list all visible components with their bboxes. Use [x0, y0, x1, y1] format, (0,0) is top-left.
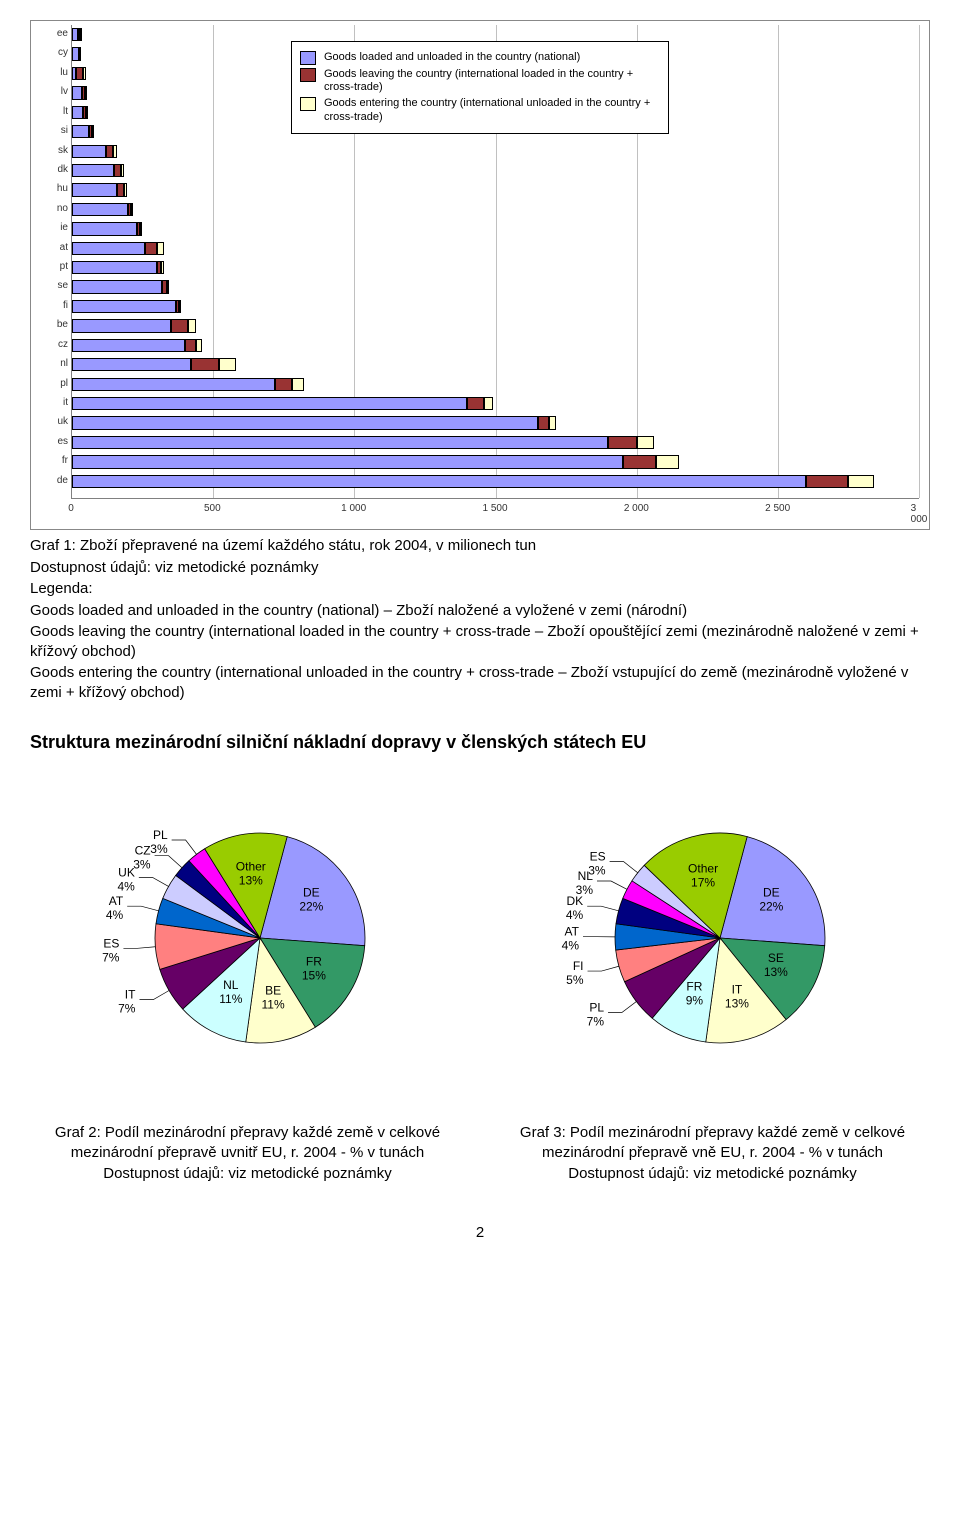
- svg-text:13%: 13%: [239, 874, 263, 888]
- svg-text:AT: AT: [565, 925, 580, 939]
- svg-text:BE: BE: [265, 984, 281, 998]
- graf1-legenda: Legenda:: [30, 579, 930, 599]
- svg-text:22%: 22%: [759, 900, 783, 914]
- caption-graf1: Graf 1: Zboží přepravené na území každéh…: [30, 536, 930, 702]
- svg-text:7%: 7%: [102, 950, 120, 964]
- svg-text:7%: 7%: [118, 1002, 136, 1016]
- svg-text:PL: PL: [153, 828, 168, 842]
- bar-chart: eecylulvltsiskdkhunoieatptsefibecznlplit…: [30, 20, 930, 530]
- svg-text:IT: IT: [732, 983, 743, 997]
- svg-text:4%: 4%: [562, 939, 580, 953]
- svg-text:3%: 3%: [133, 858, 151, 872]
- svg-text:9%: 9%: [686, 994, 704, 1008]
- svg-text:NL: NL: [223, 978, 239, 992]
- graf1-title: Graf 1: Zboží přepravené na území každéh…: [30, 536, 930, 556]
- svg-text:13%: 13%: [725, 997, 749, 1011]
- graf2-title: Graf 2: Podíl mezinárodní přepravy každé…: [30, 1123, 465, 1164]
- svg-text:DE: DE: [303, 886, 320, 900]
- graf1-l3: Goods entering the country (internationa…: [30, 663, 930, 702]
- svg-text:FR: FR: [686, 980, 702, 994]
- svg-text:11%: 11%: [219, 992, 242, 1006]
- legend-s2: Goods leaving the country (international…: [324, 68, 660, 94]
- svg-text:7%: 7%: [587, 1014, 605, 1028]
- svg-text:PL: PL: [589, 1000, 604, 1014]
- svg-text:ES: ES: [590, 850, 606, 864]
- legend-s3: Goods entering the country (internationa…: [324, 97, 660, 123]
- svg-text:3%: 3%: [588, 864, 606, 878]
- legend-s1: Goods loaded and unloaded in the country…: [324, 51, 580, 64]
- svg-text:FR: FR: [306, 955, 322, 969]
- svg-text:FI: FI: [573, 959, 584, 973]
- svg-text:4%: 4%: [106, 908, 124, 922]
- graf1-avail: Dostupnost údajů: viz metodické poznámky: [30, 558, 930, 578]
- svg-text:13%: 13%: [764, 965, 788, 979]
- bar-chart-legend: Goods loaded and unloaded in the country…: [291, 41, 669, 134]
- graf2-avail: Dostupnost údajů: viz metodické poznámky: [30, 1164, 465, 1184]
- svg-text:4%: 4%: [117, 880, 135, 894]
- pie-chart-1: DE22%FR15%BE11%NL11%IT7%ES7%AT4%UK4%CZ3%…: [30, 773, 470, 1093]
- svg-text:22%: 22%: [299, 900, 323, 914]
- svg-text:4%: 4%: [566, 908, 584, 922]
- svg-text:SE: SE: [768, 951, 784, 965]
- caption-graf2: Graf 2: Podíl mezinárodní přepravy každé…: [30, 1123, 465, 1184]
- svg-text:3%: 3%: [150, 842, 168, 856]
- page-number: 2: [30, 1224, 930, 1241]
- svg-text:Other: Other: [688, 861, 718, 875]
- svg-text:Other: Other: [236, 860, 266, 874]
- svg-text:3%: 3%: [576, 883, 594, 897]
- svg-text:5%: 5%: [566, 973, 584, 987]
- graf3-title: Graf 3: Podíl mezinárodní přepravy každé…: [495, 1123, 930, 1164]
- svg-text:11%: 11%: [262, 998, 285, 1012]
- section-heading: Struktura mezinárodní silniční nákladní …: [30, 732, 930, 753]
- pie-chart-2: DE22%SE13%IT13%FR9%PL7%FI5%AT4%DK4%NL3%E…: [490, 773, 930, 1093]
- svg-text:17%: 17%: [691, 875, 715, 889]
- graf1-l2: Goods leaving the country (international…: [30, 622, 930, 661]
- caption-graf3: Graf 3: Podíl mezinárodní přepravy každé…: [495, 1123, 930, 1184]
- svg-text:ES: ES: [103, 936, 119, 950]
- graf3-avail: Dostupnost údajů: viz metodické poznámky: [495, 1164, 930, 1184]
- svg-text:15%: 15%: [302, 969, 326, 983]
- svg-text:CZ: CZ: [135, 844, 151, 858]
- svg-text:IT: IT: [125, 988, 136, 1002]
- svg-text:AT: AT: [109, 894, 124, 908]
- svg-text:DE: DE: [763, 886, 780, 900]
- graf1-l1: Goods loaded and unloaded in the country…: [30, 601, 930, 621]
